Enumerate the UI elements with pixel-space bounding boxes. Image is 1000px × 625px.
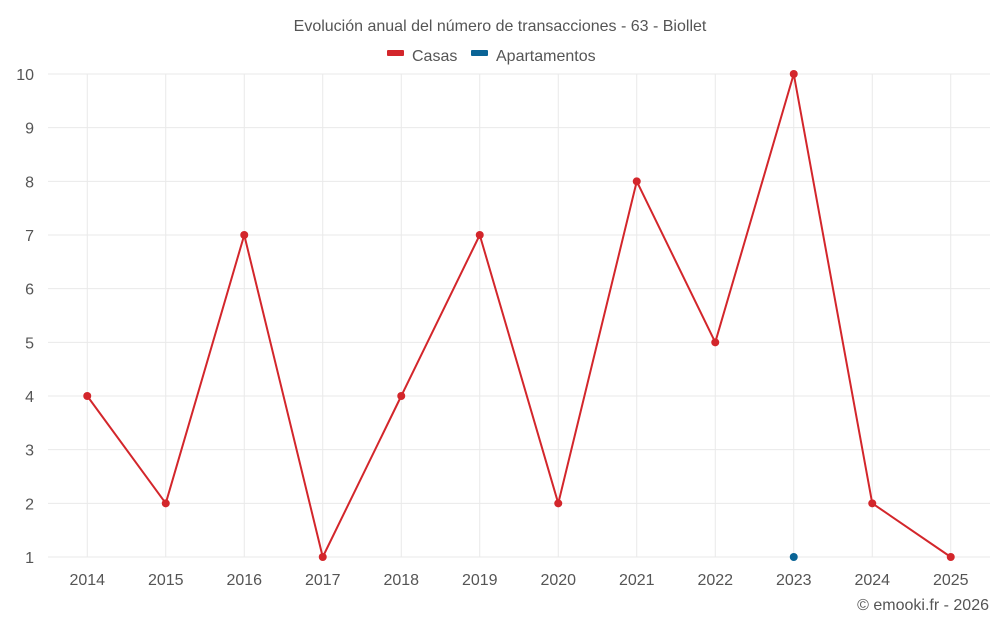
x-tick-label: 2024 <box>854 572 890 589</box>
chart-title: Evolución anual del número de transaccio… <box>294 18 707 35</box>
data-point-casas[interactable] <box>868 499 877 508</box>
x-tick-label: 2022 <box>697 572 733 589</box>
legend-label-casas: Casas <box>412 48 457 65</box>
data-point-casas[interactable] <box>161 499 170 508</box>
legend-item-apartamentos[interactable]: Apartamentos <box>471 48 596 65</box>
data-point-casas[interactable] <box>240 231 249 239</box>
y-tick-label: 7 <box>25 228 34 245</box>
legend-swatch-casas <box>387 50 404 56</box>
x-tick-label: 2025 <box>933 572 969 589</box>
data-point-casas[interactable] <box>789 70 798 78</box>
x-tick-label: 2018 <box>383 572 419 589</box>
y-tick-label: 6 <box>25 282 34 299</box>
y-tick-label: 9 <box>25 121 34 138</box>
data-point-casas[interactable] <box>632 177 641 186</box>
y-tick-label: 10 <box>16 67 34 84</box>
x-tick-label: 2023 <box>776 572 812 589</box>
data-point-casas[interactable] <box>711 338 720 347</box>
y-tick-label: 4 <box>25 389 34 406</box>
y-tick-label: 3 <box>25 443 34 460</box>
x-tick-label: 2021 <box>619 572 655 589</box>
credit-text: © emooki.fr - 2026 <box>857 597 989 614</box>
legend-label-apartamentos: Apartamentos <box>496 48 596 65</box>
legend-item-casas[interactable]: Casas <box>387 48 457 65</box>
data-point-casas[interactable] <box>318 553 327 561</box>
x-tick-label: 2016 <box>226 572 262 589</box>
data-point-casas[interactable] <box>946 553 955 561</box>
y-tick-label: 1 <box>25 550 34 567</box>
data-point-casas[interactable] <box>475 231 484 239</box>
x-tick-label: 2015 <box>148 572 184 589</box>
y-tick-label: 8 <box>25 174 34 191</box>
series-line-casas <box>86 73 952 558</box>
x-tick-label: 2019 <box>462 572 498 589</box>
data-point-casas[interactable] <box>83 392 92 400</box>
data-point-casas[interactable] <box>554 499 563 508</box>
series-layer <box>83 70 955 561</box>
legend-swatch-apartamentos <box>471 50 488 56</box>
grid <box>48 73 990 558</box>
axis-labels: 1 2 3 4 5 6 7 8 9 10 2014 2015 2016 2017 2018 2019 2020 2… <box>16 67 968 589</box>
legend: Casas Apartamentos <box>387 48 596 65</box>
y-tick-label: 2 <box>25 496 34 513</box>
data-point-apartamentos[interactable] <box>789 553 798 561</box>
y-tick-label: 5 <box>25 335 34 352</box>
x-tick-label: 2017 <box>305 572 341 589</box>
x-tick-label: 2014 <box>69 572 105 589</box>
x-tick-label: 2020 <box>540 572 576 589</box>
data-point-casas[interactable] <box>397 392 406 400</box>
